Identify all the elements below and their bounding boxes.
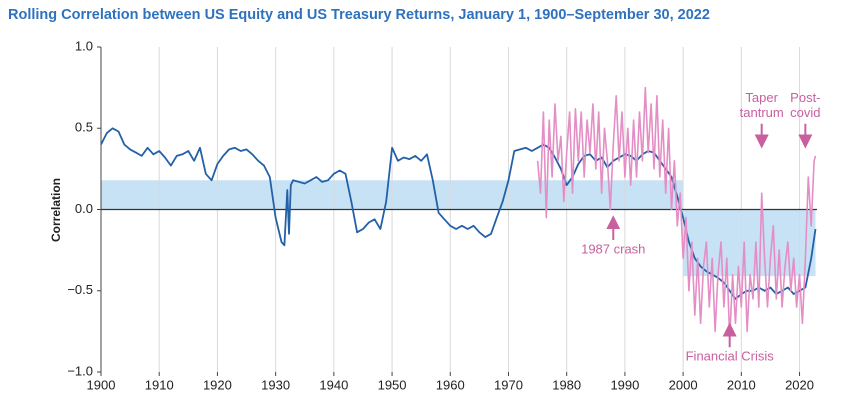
x-tick-label: 1950	[378, 377, 407, 392]
x-tick-label: 1970	[494, 377, 523, 392]
y-tick-label: 1.0	[75, 38, 93, 53]
y-tick-label: 0.5	[75, 120, 93, 135]
x-tick-label: 2020	[785, 377, 814, 392]
annotation-text: Financial Crisis	[686, 349, 775, 364]
y-tick-label: −1.0	[67, 363, 93, 378]
x-tick-label: 1940	[319, 377, 348, 392]
x-tick-label: 1920	[203, 377, 232, 392]
annotation-text: Taper	[745, 90, 778, 105]
y-tick-label: 0.0	[75, 201, 93, 216]
y-axis-label: Correlation	[49, 178, 63, 242]
series-line	[100, 127, 817, 300]
x-tick-label: 2010	[727, 377, 756, 392]
annotation-text: covid	[790, 105, 820, 120]
annotation-text: Post-	[790, 90, 820, 105]
x-tick-label: 1930	[261, 377, 290, 392]
x-tick-label: 1980	[552, 377, 581, 392]
plot: 1900 1910 1920 1930 1940 1950 1960 1970 1980 1990…	[67, 38, 820, 392]
chart-title: Rolling Correlation between US Equity an…	[8, 7, 710, 23]
x-tick-label: 1990	[610, 377, 639, 392]
x-tick-label: 1960	[436, 377, 465, 392]
x-tick-label: 1910	[145, 377, 174, 392]
annotation-text: tantrum	[740, 105, 784, 120]
annotation-text: 1987 crash	[581, 241, 645, 256]
x-tick-label: 2000	[669, 377, 698, 392]
series-line	[536, 86, 817, 341]
x-tick-label: 1900	[87, 377, 116, 392]
y-tick-label: −0.5	[67, 282, 93, 297]
